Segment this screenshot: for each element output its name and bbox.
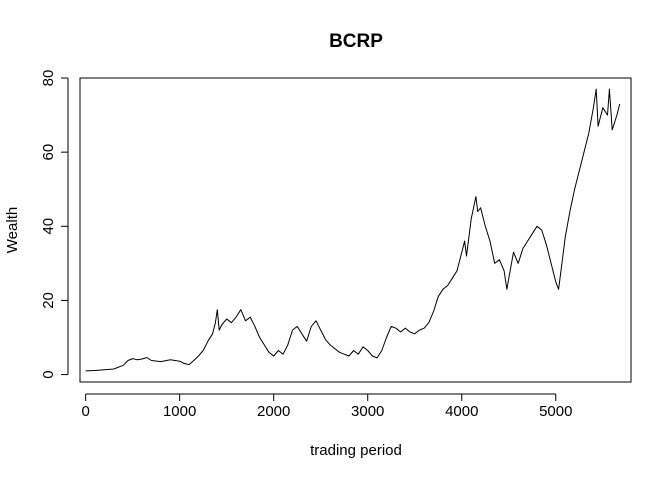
- x-tick-label: 0: [81, 403, 89, 420]
- chart-title: BCRP: [329, 31, 383, 52]
- series-line-1: [85, 88, 621, 372]
- y-tick-label: 40: [40, 218, 57, 235]
- plot-frame: [79, 77, 632, 383]
- y-tick-label: 60: [40, 144, 57, 161]
- x-tick-label: 1000: [163, 403, 196, 420]
- x-axis: 0 1000 2000 3000 4000 5000: [81, 393, 572, 420]
- x-tick-label: 5000: [539, 403, 572, 420]
- y-axis: 0 20 40 60 80: [40, 70, 69, 379]
- series-layer: [85, 88, 621, 372]
- y-tick-label: 0: [40, 370, 57, 378]
- x-axis-label: trading period: [310, 442, 402, 459]
- y-tick-label: 80: [40, 70, 57, 87]
- y-tick-label: 20: [40, 292, 57, 309]
- x-tick-label: 4000: [445, 403, 478, 420]
- x-tick-label: 2000: [257, 403, 290, 420]
- y-axis-label: Wealth: [4, 207, 21, 253]
- x-tick-label: 3000: [351, 403, 384, 420]
